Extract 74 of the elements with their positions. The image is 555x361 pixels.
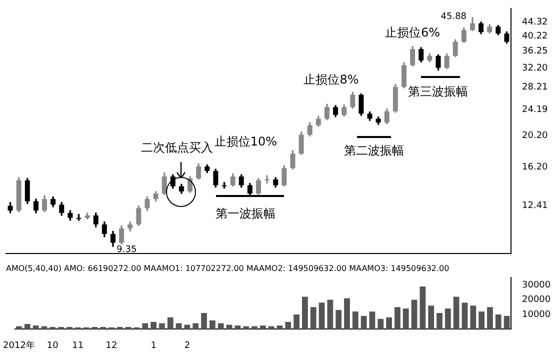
y-tick-label: 44.32 [522,18,548,28]
bar [378,318,384,330]
bar [209,320,216,330]
y-tick-label: 32.20 [522,64,548,74]
bar [234,326,241,330]
bar [116,326,123,330]
bar [487,307,493,330]
annotation: 二次低点买入 [141,140,214,157]
bar [50,326,56,330]
chart-title: AMO(5,40,40) AMO: 66190272.00 MAAMO1: 107702272.00 MAAMO2: 149509632.00 MAAMO3: 149509632.00 [6,264,450,273]
annotation: 第二波振幅 [344,142,404,160]
bar [369,312,376,330]
bar [436,312,442,330]
y-tick-label: 28.21 [522,82,548,93]
y-tick-label: 40.22 [522,32,548,42]
bar [58,326,64,330]
bar [260,326,266,330]
bar [32,326,39,330]
y-tick-label: 20.20 [522,130,548,141]
bar [504,316,510,330]
bar [394,307,400,330]
bar [285,322,292,330]
y-tick-label: 10000 [522,310,551,320]
bar [386,317,392,330]
bar [352,312,358,330]
bar [310,307,316,330]
bar [402,308,409,330]
bar [66,326,72,330]
x-tick-label: 10 [46,340,59,351]
bar [218,323,224,330]
bar [24,324,30,330]
bar [201,312,207,330]
bar [142,323,148,330]
bar [167,317,174,330]
bar [336,310,342,330]
x-tick-label: 2012年 [3,340,35,351]
x-tick-label: 12 [106,340,118,351]
annotation: 45.88 [440,12,467,22]
bar [360,316,367,330]
bar [192,323,199,330]
x-tick-label: 11 [72,340,84,351]
bar [150,322,157,330]
y-tick-label: 36.25 [522,46,548,57]
bar [453,296,460,330]
annotation: 止损位8% [304,71,359,88]
y-tick-label: 12.41 [522,201,548,212]
bar [428,306,434,330]
annotation: 9.35 [116,245,137,256]
bar [444,308,451,330]
bar [327,300,334,330]
y-tick-label: 16.20 [522,162,548,173]
bar [294,314,300,330]
x-tick-label: 2 [184,340,190,351]
bar [478,312,485,330]
bar [420,286,426,330]
y-tick-label: 20000 [522,295,551,306]
y-tick-label: 30000 [522,280,551,290]
bar [159,323,165,330]
bar [411,300,418,330]
annotation: 第三波振幅 [408,83,468,100]
bar [302,296,308,330]
bar [125,326,132,330]
candlestick [264,175,270,184]
bar [344,298,350,330]
annotation: 止损位6% [385,24,440,42]
x-tick-label: 1 [150,340,156,351]
bar [495,314,502,330]
bar [470,306,476,330]
bar [318,302,325,330]
annotation: 第一波振幅 [216,206,276,223]
bar [100,326,106,330]
annotation: 止损位10% [214,134,277,151]
y-tick-label: 24.19 [522,104,548,115]
bar [462,302,468,330]
